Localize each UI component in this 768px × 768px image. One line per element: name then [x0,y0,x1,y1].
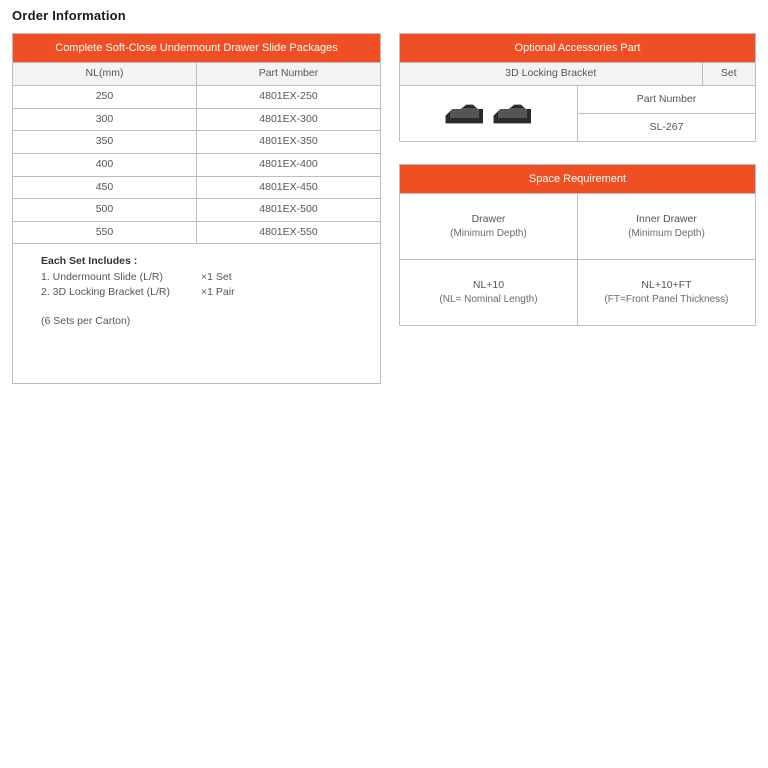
page-title: Order Information [12,8,756,23]
table-row: 4504801EX-450 [13,176,381,199]
sublabel: (Minimum Depth) [580,227,753,240]
table-row: 4004801EX-400 [13,153,381,176]
space-col1: Drawer (Minimum Depth) [399,194,577,260]
space-table: Space Requirement Drawer (Minimum Depth)… [399,164,756,326]
subvalue: (NL= Nominal Length) [402,293,575,306]
part-number-value: SL-267 [578,113,756,141]
cell-part: 4801EX-250 [196,85,380,108]
includes-line: 2. 3D Locking Bracket (L/R) [41,285,201,300]
packages-header: Complete Soft-Close Undermount Drawer Sl… [13,34,381,63]
table-row: 2504801EX-250 [13,85,381,108]
table-row: 3004801EX-300 [13,108,381,131]
space-header: Space Requirement [399,164,755,193]
content-columns: Complete Soft-Close Undermount Drawer Sl… [12,33,756,384]
part-number-label: Part Number [578,85,756,113]
accessory-image-cell [399,85,577,141]
cell-nl: 550 [13,221,197,244]
packages-panel: Complete Soft-Close Undermount Drawer Sl… [12,33,381,384]
space-col2: Inner Drawer (Minimum Depth) [577,194,755,260]
includes-qty: ×1 Pair [201,285,235,300]
packages-table: Complete Soft-Close Undermount Drawer Sl… [12,33,381,384]
set-label: Set [702,63,755,86]
sublabel: (Minimum Depth) [402,227,575,240]
cell-part: 4801EX-450 [196,176,380,199]
cell-part: 4801EX-500 [196,199,380,222]
label: Drawer [402,213,575,227]
includes-cell: Each Set Includes : 1. Undermount Slide … [13,244,381,384]
cell-nl: 500 [13,199,197,222]
cell-part: 4801EX-350 [196,131,380,154]
accessories-header: Optional Accessories Part [399,34,755,63]
col-nl: NL(mm) [13,63,197,86]
accessory-name: 3D Locking Bracket [399,63,702,86]
includes-title: Each Set Includes : [41,254,362,269]
value: NL+10 [402,279,575,293]
col-part: Part Number [196,63,380,86]
includes-qty: ×1 Set [201,270,232,285]
cell-nl: 250 [13,85,197,108]
includes-line: 1. Undermount Slide (L/R) [41,270,201,285]
accessories-table: Optional Accessories Part 3D Locking Bra… [399,33,756,142]
cell-part: 4801EX-550 [196,221,380,244]
label: Inner Drawer [580,213,753,227]
cell-part: 4801EX-400 [196,153,380,176]
cell-nl: 400 [13,153,197,176]
bracket-icon [402,100,575,126]
table-row: 5504801EX-550 [13,221,381,244]
value: NL+10+FT [580,279,753,293]
table-row: 3504801EX-350 [13,131,381,154]
cell-nl: 300 [13,108,197,131]
cell-nl: 350 [13,131,197,154]
includes-note: (6 Sets per Carton) [41,314,362,329]
cell-part: 4801EX-300 [196,108,380,131]
table-row: 5004801EX-500 [13,199,381,222]
cell-nl: 450 [13,176,197,199]
space-val2: NL+10+FT (FT=Front Panel Thickness) [577,260,755,326]
space-val1: NL+10 (NL= Nominal Length) [399,260,577,326]
subvalue: (FT=Front Panel Thickness) [580,293,753,306]
